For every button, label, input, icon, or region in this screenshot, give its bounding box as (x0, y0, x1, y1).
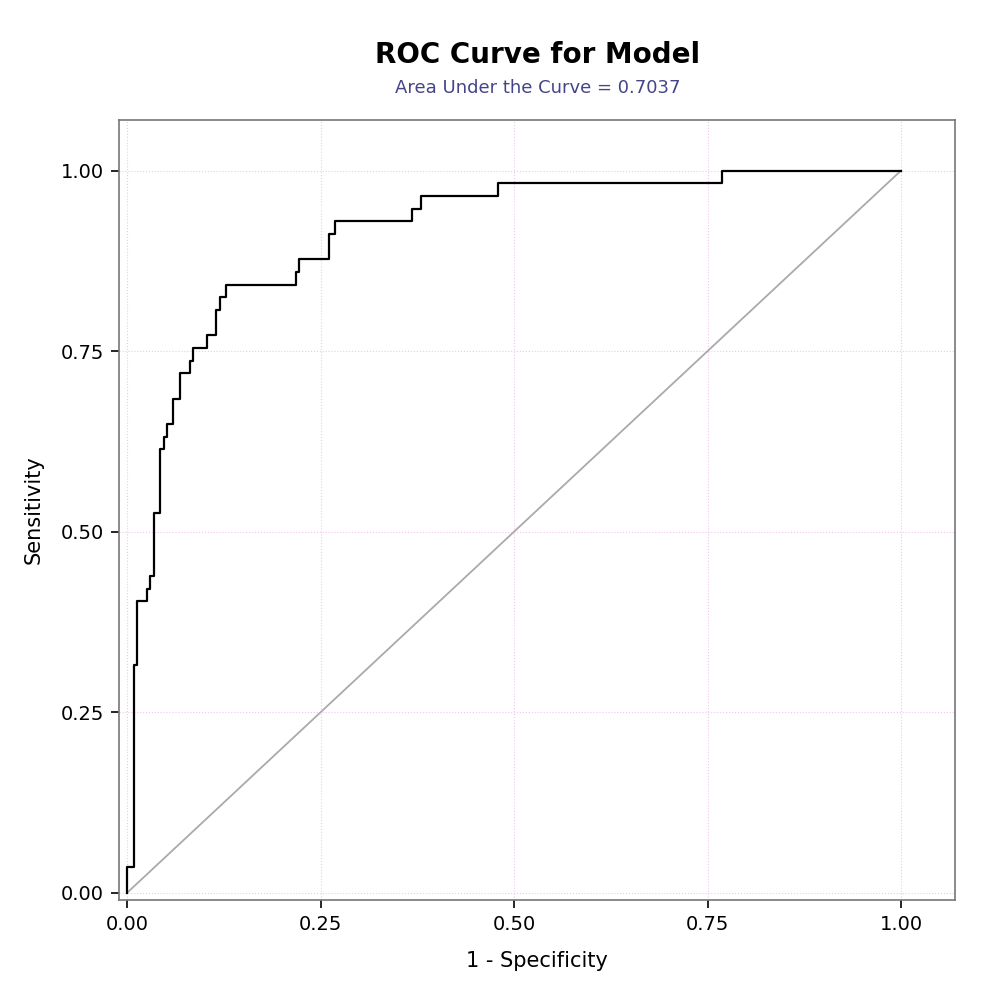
Y-axis label: Sensitivity: Sensitivity (24, 456, 44, 564)
X-axis label: 1 - Specificity: 1 - Specificity (466, 951, 607, 971)
Text: ROC Curve for Model: ROC Curve for Model (375, 41, 699, 69)
Text: Area Under the Curve = 0.7037: Area Under the Curve = 0.7037 (395, 79, 679, 97)
